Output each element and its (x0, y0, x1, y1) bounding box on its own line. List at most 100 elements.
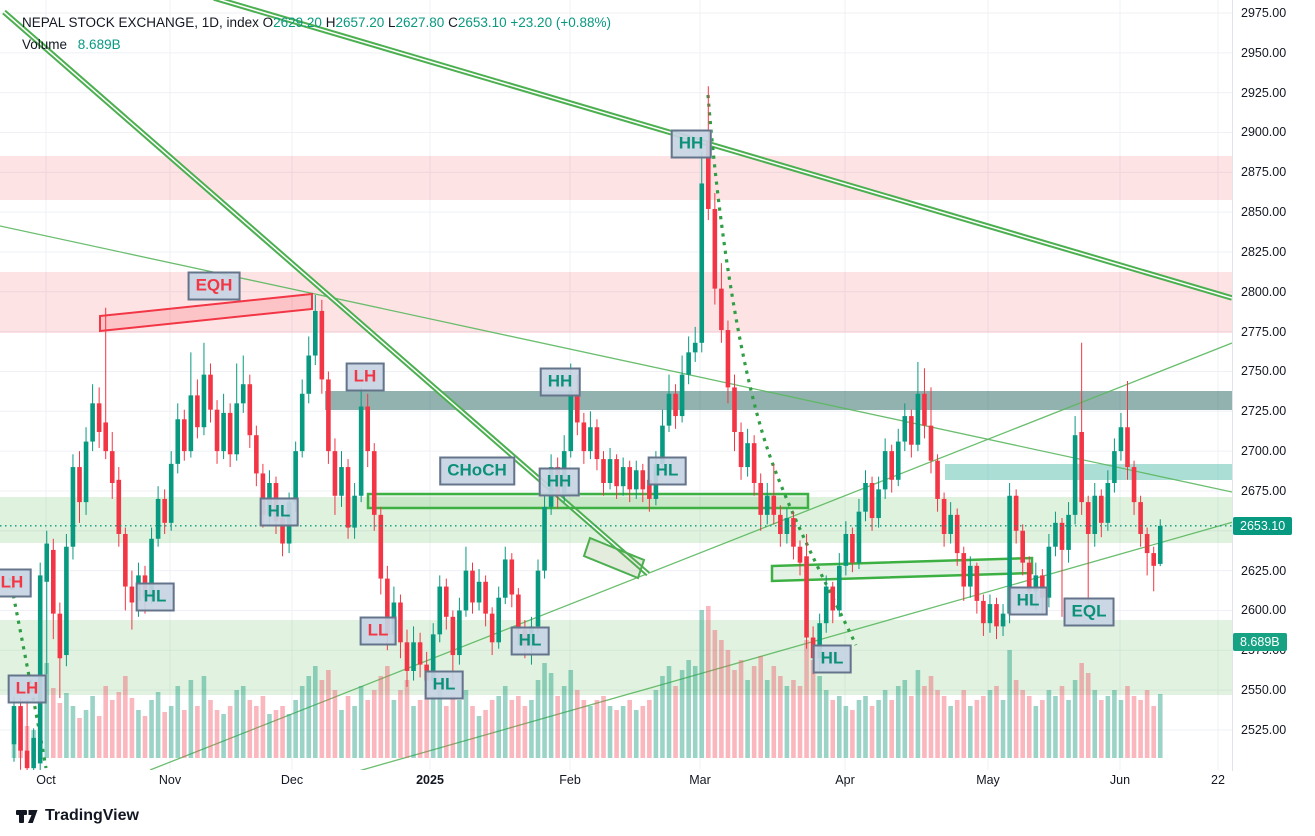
candle-body (313, 310, 318, 356)
candle-body (299, 393, 305, 452)
price-tick: 2850.00 (1241, 205, 1287, 220)
structure-label-hh[interactable]: HH (539, 367, 581, 397)
structure-label-eql[interactable]: EQL (1063, 597, 1115, 627)
candle-body (968, 565, 973, 587)
price-tick: 2525.00 (1241, 722, 1287, 737)
volume-bar (758, 656, 763, 758)
candle-body (941, 498, 947, 534)
price-volume-plot[interactable] (0, 0, 1232, 770)
structure-label-eqh[interactable]: EQH (187, 271, 241, 301)
volume-bar (751, 666, 757, 758)
tradingview-logo-icon[interactable] (16, 806, 38, 826)
supply-zone-upper[interactable] (0, 156, 1232, 200)
candle-body (954, 514, 960, 554)
structure-label-lh[interactable]: LH (0, 568, 32, 598)
volume-bar (411, 706, 416, 758)
volume-bar (607, 706, 613, 758)
structure-label-lh[interactable]: LH (7, 674, 47, 704)
green-box-lower[interactable] (770, 556, 1034, 583)
volume-bar (725, 650, 731, 758)
volume-bar (1026, 696, 1032, 758)
structure-label-hl[interactable]: HL (424, 670, 464, 700)
structure-label-hl[interactable]: HL (135, 582, 175, 612)
candle-body (476, 581, 482, 603)
volume-bar (1112, 690, 1117, 758)
symbol-legend[interactable]: NEPAL STOCK EXCHANGE, 1D, index O2629.20… (22, 12, 611, 56)
candle-body (175, 419, 181, 464)
ohlc-key: H (321, 15, 336, 30)
volume-bar (568, 670, 574, 758)
volume-bar (706, 606, 711, 758)
candle-body (692, 342, 698, 353)
structure-label-hh[interactable]: HH (538, 467, 580, 497)
candle-body (843, 533, 849, 566)
rising-trendline-minor[interactable] (355, 520, 1232, 770)
volume-bar (810, 660, 816, 758)
time-tick-dec: Dec (280, 773, 304, 787)
candle-body (240, 384, 246, 404)
ohlc-value: 2629.20 (273, 15, 322, 30)
candle-body (214, 409, 220, 452)
candle-body (90, 403, 95, 442)
volume-bar (345, 696, 351, 758)
volume-bar (404, 680, 410, 758)
volume-bar (535, 680, 541, 758)
structure-label-hl[interactable]: HL (1008, 586, 1048, 616)
demand-zone-mid[interactable] (0, 497, 1232, 543)
candle-body (889, 451, 894, 480)
volume-bar (247, 700, 253, 758)
candle-body (352, 495, 357, 528)
candle-body (679, 374, 685, 417)
structure-label-hl[interactable]: HL (812, 644, 852, 674)
candle-body (463, 570, 469, 611)
descending-trendline[interactable] (0, 225, 1232, 493)
candle-body (922, 393, 927, 426)
volume-bar (614, 710, 619, 758)
volume-bar (653, 690, 659, 758)
candle-body (260, 473, 266, 515)
demand-zone-lower[interactable] (0, 620, 1232, 695)
candle-body (1112, 451, 1117, 483)
structure-label-hl[interactable]: HL (259, 497, 299, 527)
candle-body (1072, 435, 1078, 515)
rising-trendline-major[interactable] (149, 342, 1232, 770)
candle-body (280, 518, 285, 544)
volume-bar (1079, 663, 1084, 758)
supply-zone-lower[interactable] (0, 272, 1232, 333)
candle-body (306, 355, 312, 394)
volume-bar (764, 680, 770, 758)
structure-label-hh[interactable]: HH (670, 129, 712, 159)
candle-body (1000, 613, 1006, 627)
chart-area[interactable]: EQH LH LH LH LL HH HH HH CHoCH HL HL HL HL HL HL HL EQL … (0, 0, 1233, 771)
candle-body (660, 425, 665, 464)
volume-bar (869, 706, 875, 758)
structure-label-ll[interactable]: LL (359, 616, 397, 646)
candle-body (588, 427, 593, 452)
tradingview-footer: TradingView (16, 804, 139, 828)
candle-body (470, 570, 475, 603)
volume-bar (529, 700, 534, 758)
price-axis[interactable]: 2975.00 2950.00 2925.00 2900.00 2875.00 2850.… (1233, 0, 1315, 770)
eqh-channel[interactable] (99, 292, 313, 333)
steep-channel-endcap[interactable] (582, 536, 646, 580)
structure-label-choch[interactable]: CHoCH (439, 456, 515, 486)
structure-label-hl[interactable]: HL (647, 456, 687, 486)
volume-bar (941, 696, 947, 758)
candle-body (1013, 495, 1019, 531)
resistance-band-light-teal[interactable] (945, 464, 1232, 480)
volume-bar (444, 706, 449, 758)
candle-body (123, 533, 128, 587)
candle-body (1026, 562, 1032, 592)
green-box-upper[interactable] (366, 492, 810, 510)
structure-label-lh[interactable]: LH (345, 362, 385, 392)
price-tick: 2675.00 (1241, 483, 1287, 498)
candle-body (738, 432, 744, 468)
volume-bar (280, 706, 285, 758)
time-axis[interactable]: Oct Nov Dec 2025 Feb Mar Apr May Jun 22 (0, 770, 1232, 791)
volume-bar (594, 700, 600, 758)
candle-body (994, 604, 999, 627)
candle-body (699, 183, 705, 343)
candle-body (797, 546, 803, 563)
tradingview-brand-text[interactable]: TradingView (45, 807, 139, 824)
structure-label-hl[interactable]: HL (510, 626, 550, 656)
